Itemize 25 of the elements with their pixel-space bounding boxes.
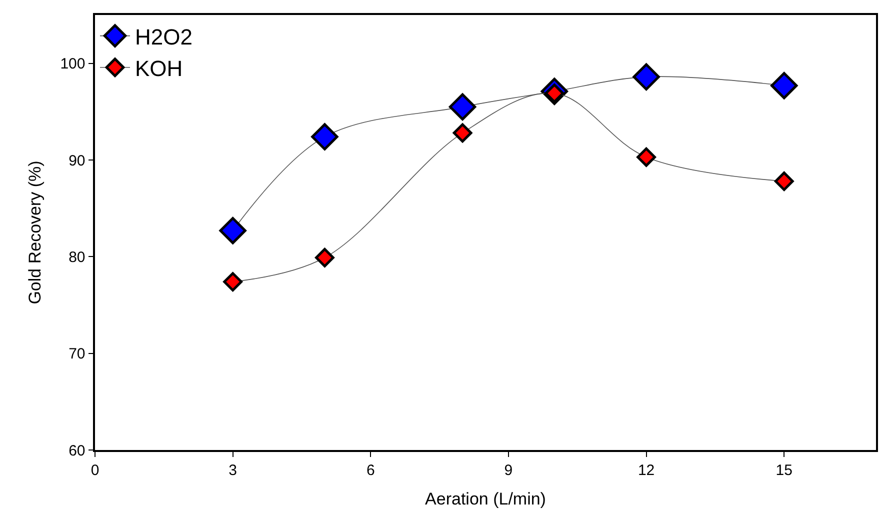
point <box>311 123 338 150</box>
y-tick-label: 80 <box>68 248 86 266</box>
y-tick-label: 60 <box>68 442 86 460</box>
y-tick-label: 100 <box>60 56 86 73</box>
point <box>452 123 472 143</box>
x-tick-label: 0 <box>90 462 100 479</box>
point <box>770 72 798 100</box>
x-tick-label: 15 <box>776 462 792 479</box>
point <box>636 147 656 167</box>
point <box>632 63 660 90</box>
x-tick-label: 6 <box>366 462 375 479</box>
x-tick-label: 12 <box>638 462 655 479</box>
y-tick-label: 70 <box>68 346 86 363</box>
legend-label: H2O2 <box>135 24 192 50</box>
point <box>223 272 243 292</box>
y-tick-label: 90 <box>68 152 86 170</box>
point <box>219 216 246 244</box>
point <box>315 248 334 268</box>
x-tick-label: 9 <box>504 462 513 479</box>
x-tick-label: 3 <box>228 462 237 479</box>
legend-label: KOH <box>135 56 183 81</box>
point <box>774 172 794 191</box>
point <box>448 93 476 120</box>
x-axis-title: Aeration (L/min) <box>425 490 546 509</box>
y-axis-title: Gold Recovery (%) <box>25 160 44 304</box>
